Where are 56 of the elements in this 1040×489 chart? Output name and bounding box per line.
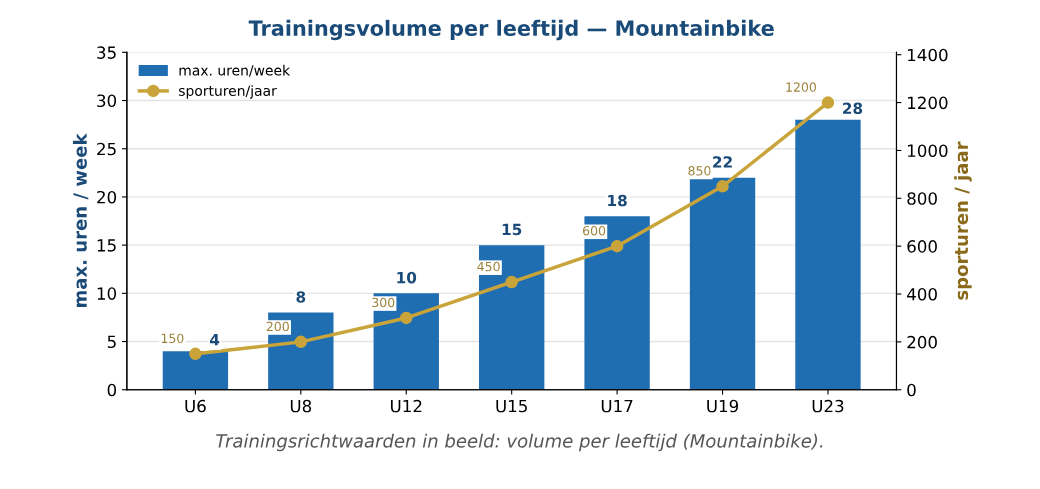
- y2-tick-label: 1400: [908, 48, 948, 62]
- data-label: 18: [608, 194, 627, 207]
- y2-axis-title: sporturen / jaar: [954, 141, 972, 300]
- data-label: 150: [161, 333, 184, 344]
- data-label: 600: [583, 225, 606, 236]
- data-label: 28: [843, 102, 863, 115]
- point: [716, 180, 729, 193]
- x-tick-label: U12: [391, 399, 422, 413]
- data-label: 4: [209, 334, 220, 346]
- legend-label: sporturen/jaar: [179, 85, 277, 99]
- data-label: 10: [397, 271, 417, 284]
- y-tick-label: 30: [97, 94, 117, 108]
- bar: [479, 245, 545, 390]
- bar: [162, 351, 229, 390]
- y-tick-label: 35: [97, 46, 116, 59]
- data-label: 15: [502, 223, 522, 236]
- data-label: 22: [713, 156, 732, 168]
- point: [400, 311, 413, 325]
- x-tick-label: U15: [496, 399, 527, 413]
- point: [294, 335, 308, 349]
- y-tick-label: 15: [97, 239, 116, 252]
- bar: [373, 293, 439, 390]
- bar: [689, 177, 756, 390]
- x-tick-label: U19: [707, 399, 739, 413]
- bar: [795, 119, 861, 390]
- data-label: 850: [688, 166, 711, 176]
- data-label: 450: [477, 261, 500, 272]
- point: [505, 275, 518, 289]
- point: [610, 239, 624, 253]
- y-tick-label: 20: [97, 190, 117, 204]
- x-tick-label: U23: [812, 399, 844, 413]
- x-tick-label: U17: [601, 399, 633, 413]
- y-tick-label: 0: [107, 383, 117, 397]
- data-label: 300: [372, 297, 395, 308]
- x-tick-label: U8: [290, 399, 312, 413]
- y-axis-title: max. uren / week: [72, 133, 89, 308]
- y2-tick-label: 600: [907, 240, 937, 253]
- y2-tick-label: 0: [907, 383, 916, 397]
- data-label: 1200: [786, 82, 817, 92]
- legend-label: max. uren/week: [179, 64, 291, 77]
- y2-tick-label: 400: [907, 287, 937, 301]
- point: [821, 96, 835, 109]
- data-label: 8: [296, 291, 306, 303]
- y2-tick-label: 1000: [908, 144, 948, 157]
- point: [189, 347, 202, 361]
- y-tick-label: 10: [97, 287, 117, 300]
- x-tick-label: U6: [185, 399, 206, 413]
- chart-title: Trainingsvolume per leeftijd — Mountainbike: [248, 19, 774, 41]
- y-tick-label: 5: [107, 335, 116, 349]
- y2-tick-label: 1200: [908, 96, 948, 110]
- data-label: 200: [266, 321, 289, 332]
- bar: [584, 216, 650, 390]
- y2-tick-label: 200: [907, 335, 937, 349]
- y-tick-label: 25: [97, 142, 116, 156]
- text: Trainingsrichtwaarden in beeld: volume per leeftijd (Mountainbike).: [216, 433, 823, 452]
- y2-tick-label: 800: [907, 192, 937, 205]
